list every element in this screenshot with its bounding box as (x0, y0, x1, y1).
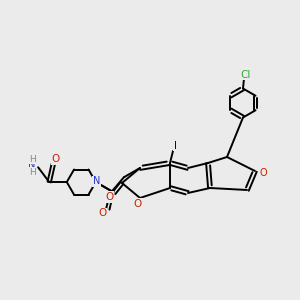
Text: N: N (93, 176, 100, 186)
Text: O: O (105, 192, 113, 202)
Text: Cl: Cl (241, 70, 251, 80)
Text: I: I (174, 141, 176, 151)
Text: N: N (92, 176, 100, 186)
Text: O: O (99, 208, 107, 218)
Text: H: H (29, 155, 35, 164)
Text: H: H (29, 168, 35, 177)
Text: O: O (51, 154, 59, 164)
Text: N: N (28, 160, 36, 170)
Text: O: O (259, 168, 267, 178)
Text: O: O (134, 199, 142, 209)
